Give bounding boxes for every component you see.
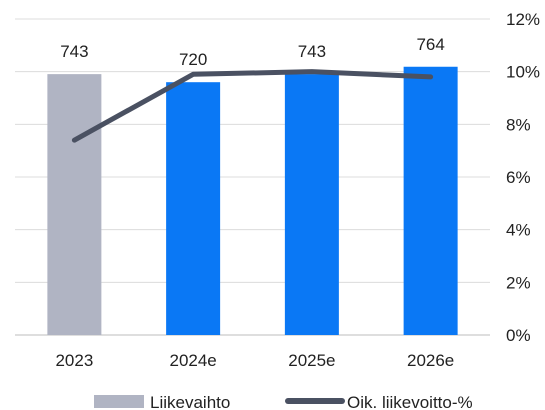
- data-labels: 743 720 743 764: [60, 35, 445, 69]
- legend-label-bar: Liikevaihto: [150, 393, 230, 410]
- bar: [403, 66, 458, 336]
- y-tick-label: 10%: [506, 63, 540, 82]
- bar-data-label: 743: [298, 42, 326, 61]
- legend-swatch-bar: [94, 395, 144, 408]
- x-tick-label: 2024e: [169, 351, 216, 370]
- legend: Liikevaihto Oik. liikevoitto-%: [94, 393, 473, 410]
- line-series-path: [71, 69, 434, 143]
- bars: [47, 66, 458, 336]
- line-series: [71, 69, 434, 143]
- x-tick-label: 2023: [55, 351, 93, 370]
- bar-data-label: 764: [416, 35, 444, 54]
- x-tick-label: 2026e: [407, 351, 454, 370]
- y-tick-label: 0%: [506, 326, 531, 345]
- y-tick-label: 12%: [506, 10, 540, 29]
- bar: [284, 74, 339, 335]
- y-tick-label: 4%: [506, 221, 531, 240]
- bar: [47, 74, 102, 335]
- x-axis-ticks: 2023 2024e 2025e 2026e: [55, 351, 454, 370]
- bar-data-label: 743: [60, 42, 88, 61]
- right-axis-ticks: 0% 2% 4% 6% 8% 10% 12%: [506, 10, 540, 345]
- legend-label-line: Oik. liikevoitto-%: [347, 393, 473, 410]
- bar-data-label: 720: [179, 50, 207, 69]
- bar: [166, 82, 221, 335]
- y-tick-label: 8%: [506, 115, 531, 134]
- y-tick-label: 6%: [506, 168, 531, 187]
- x-tick-label: 2025e: [288, 351, 335, 370]
- y-tick-label: 2%: [506, 273, 531, 292]
